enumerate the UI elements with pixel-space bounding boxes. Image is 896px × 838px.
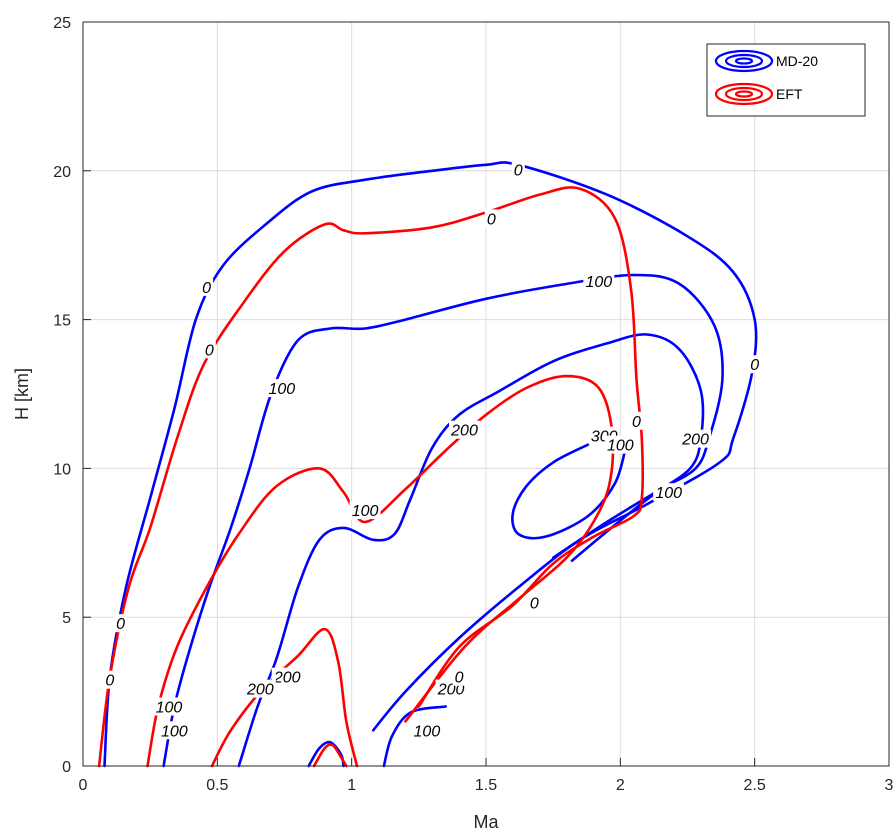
legend-item-eft: EFT xyxy=(714,82,803,106)
contour-label-bg xyxy=(200,277,214,296)
x-tick-label: 3 xyxy=(885,777,894,794)
contour-label-bg xyxy=(527,593,541,612)
contour-label-bg xyxy=(653,483,685,502)
contour-label-bg xyxy=(629,411,643,430)
x-tick-label: 0 xyxy=(79,777,88,794)
contour-label: 200 xyxy=(246,682,274,699)
contour-label-bg xyxy=(153,697,185,716)
contour-label-bg xyxy=(202,340,216,359)
contour-label: 100 xyxy=(655,485,682,502)
contour-label: 0 xyxy=(487,211,496,228)
contour-label: 100 xyxy=(268,381,295,398)
contour-label-bg xyxy=(266,379,298,398)
contour-md20-level-300 xyxy=(511,443,627,540)
legend: MD-20 EFT xyxy=(706,43,866,117)
contour-md20-level-100 xyxy=(162,273,724,768)
legend-item-md20: MD-20 xyxy=(714,49,818,73)
contour-labels: 0000100100100100200200200300000001001001… xyxy=(103,160,762,740)
x-tick-label: 0.5 xyxy=(206,777,228,794)
legend-label-eft: EFT xyxy=(776,86,803,102)
contour-label: 100 xyxy=(156,699,183,716)
y-tick-label: 5 xyxy=(62,610,71,627)
contour-label-bg xyxy=(103,670,117,689)
contour-label: 100 xyxy=(352,503,379,520)
contour-label-bg xyxy=(511,160,525,179)
x-tick-label: 2.5 xyxy=(744,777,766,794)
contour-label: 0 xyxy=(205,342,214,359)
contour-label: 0 xyxy=(202,280,211,297)
contour-label-bg xyxy=(449,420,481,439)
contour-label-bg xyxy=(114,614,128,633)
contour-label: 100 xyxy=(585,274,612,291)
contour-label: 0 xyxy=(514,162,523,179)
contour-label-bg xyxy=(271,667,303,686)
x-tick-label: 2 xyxy=(616,777,625,794)
contour-eft-level-0 xyxy=(97,186,644,768)
contour-label-bg xyxy=(583,271,615,290)
y-tick-label: 10 xyxy=(53,461,71,478)
contour-label-bg xyxy=(349,501,381,520)
contour-md20-level-100 xyxy=(382,705,447,768)
contour-label-bg xyxy=(411,721,443,740)
legend-swatch-md20 xyxy=(714,49,774,73)
contour-label-bg xyxy=(158,721,190,740)
x-axis-label: Ma xyxy=(473,812,499,832)
contour-eft-level-200 xyxy=(210,627,359,768)
contour-lines xyxy=(97,161,758,768)
contour-label: 100 xyxy=(414,723,441,740)
legend-swatch-eft xyxy=(714,82,774,106)
contour-label-bg xyxy=(484,209,498,228)
contour-label: 0 xyxy=(750,357,759,374)
x-tick-label: 1.5 xyxy=(475,777,497,794)
contour-label-bg xyxy=(748,355,762,374)
legend-label-md20: MD-20 xyxy=(776,53,818,69)
contour-label: 100 xyxy=(161,723,188,740)
y-tick-label: 0 xyxy=(62,759,71,776)
contour-label: 0 xyxy=(105,673,114,690)
y-tick-label: 20 xyxy=(53,164,71,181)
y-tick-label: 25 xyxy=(53,15,71,32)
contour-label: 0 xyxy=(632,414,641,431)
axis-ticks: 0 0.5 1 1.5 2 2.5 3 0 5 10 15 20 25 xyxy=(53,15,893,794)
contour-label: 200 xyxy=(437,682,465,699)
contour-label: 100 xyxy=(607,438,634,455)
contour-label: 200 xyxy=(450,423,478,440)
x-tick-label: 1 xyxy=(347,777,356,794)
contour-label: 200 xyxy=(681,432,709,449)
contour-md20-level-200 xyxy=(237,333,705,768)
contour-label-bg xyxy=(452,667,466,686)
contour-label: 0 xyxy=(116,616,125,633)
contour-eft-level-0 xyxy=(312,743,348,768)
y-tick-label: 15 xyxy=(53,313,71,330)
contour-label: 0 xyxy=(530,595,539,612)
contour-label: 0 xyxy=(455,670,464,687)
contour-label-bg xyxy=(680,429,712,448)
contour-label: 200 xyxy=(273,670,301,687)
contour-label-bg xyxy=(244,679,276,698)
y-axis-label: H [km] xyxy=(12,368,32,420)
contour-label-bg xyxy=(604,435,636,454)
